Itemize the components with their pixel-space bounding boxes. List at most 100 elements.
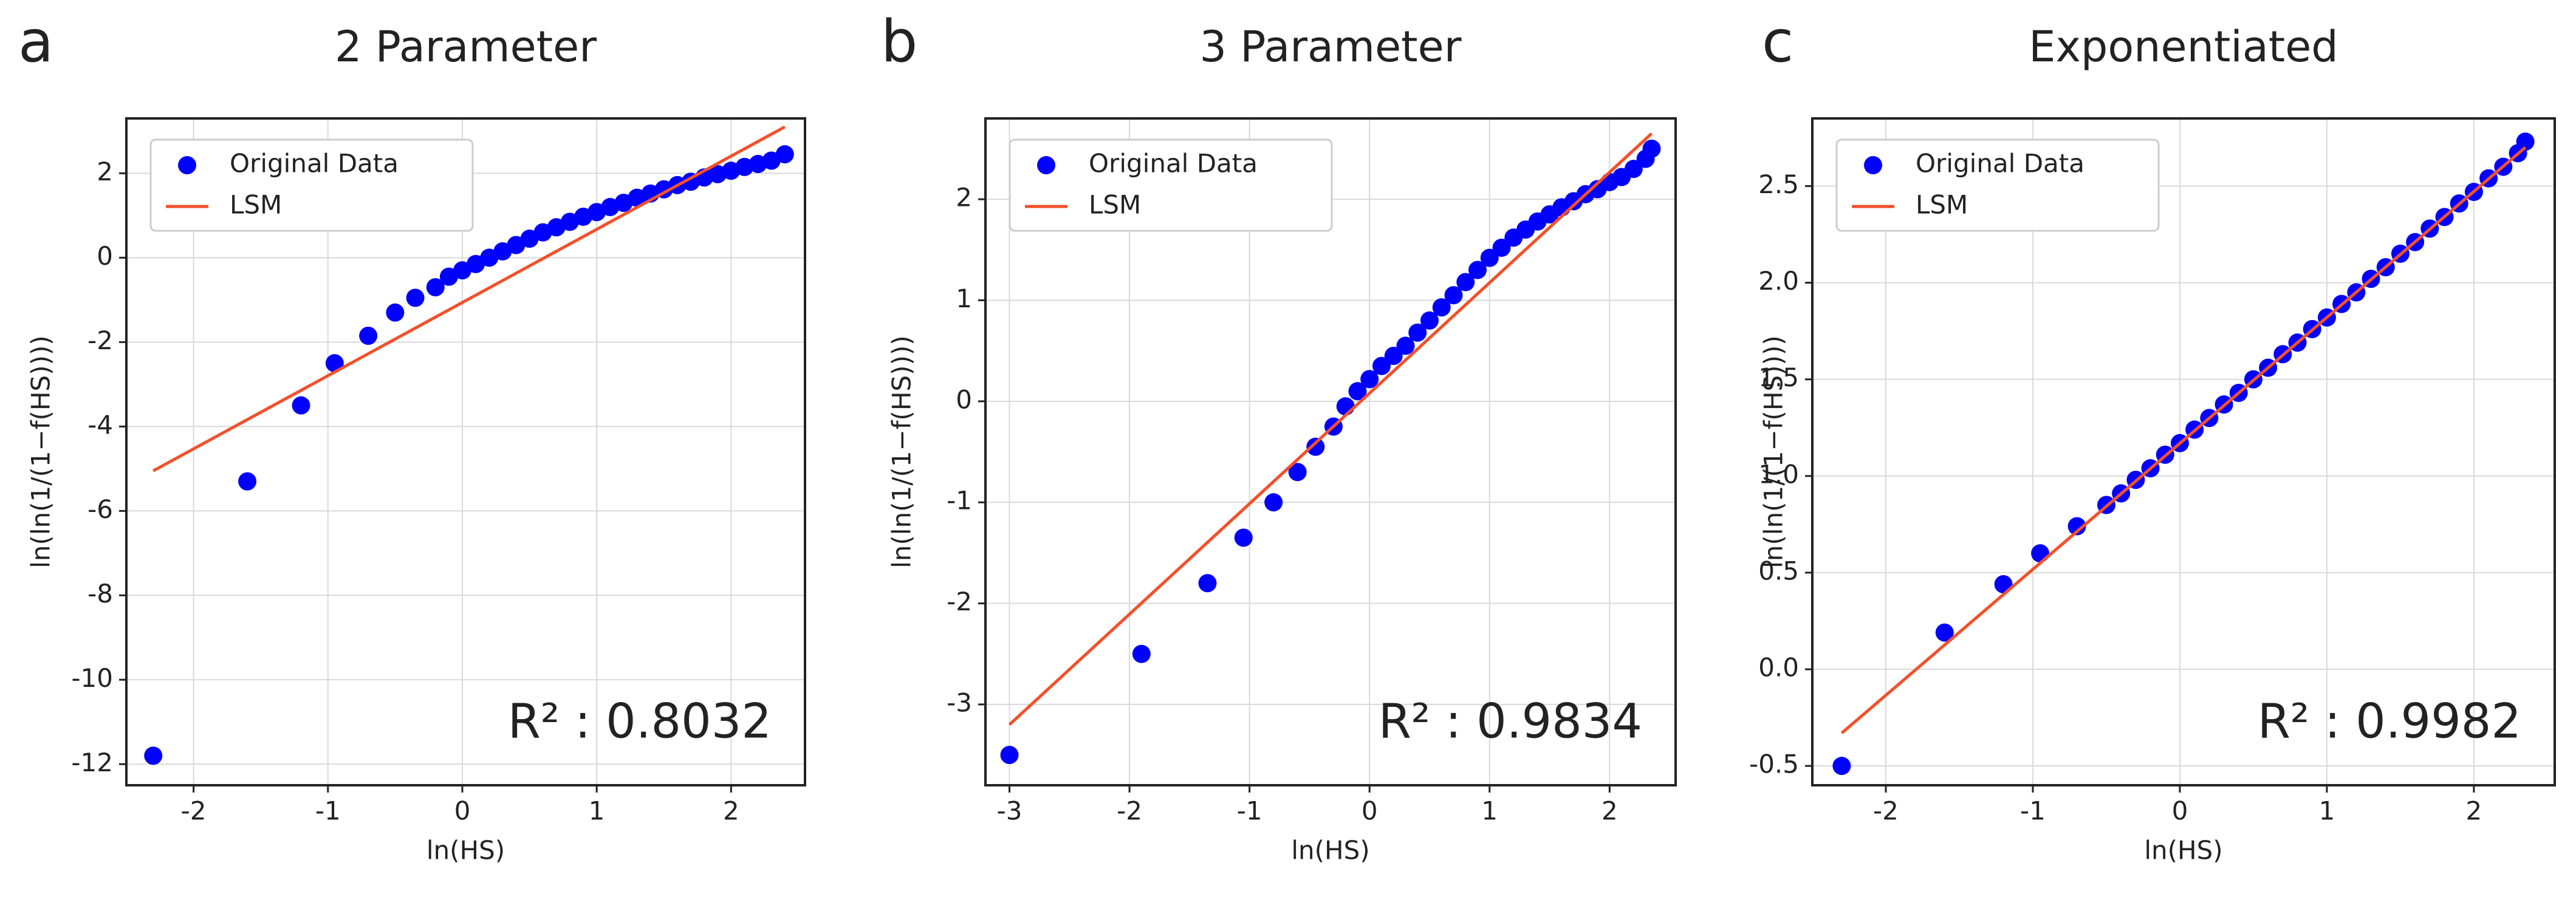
y-tick-label: 0.5 [1758,556,1799,585]
y-tick-label: -0.5 [1749,749,1799,779]
x-axis-label: ln(HS) [1291,836,1369,865]
x-tick-label: -2 [1117,796,1142,826]
data-point [1432,298,1451,317]
data-point [1198,574,1217,593]
x-tick-label: 1 [2319,796,2335,826]
x-tick-label: 2 [2466,796,2482,826]
panel-title: 3 Parameter [1200,22,1462,72]
y-tick-label: -2 [947,587,972,616]
legend-box [1009,138,1333,232]
fit-line [1008,132,1653,726]
panel-title: 2 Parameter [335,22,597,72]
panel-label: c [1762,9,1793,75]
data-point [1372,356,1391,375]
r-squared: R² : 0.8032 [508,694,772,749]
data-point [325,354,344,373]
legend-marker [178,156,196,174]
x-tick-label: -2 [1873,796,1899,826]
y-tick-label: -4 [87,410,113,440]
x-axis-label: ln(HS) [2144,836,2222,865]
r-squared: R² : 0.9982 [2258,694,2521,749]
r-squared: R² : 0.9834 [1379,694,1642,749]
data-point [1348,382,1367,401]
x-tick-label: 0 [1362,796,1378,826]
data-point [1336,397,1355,416]
x-tick-label: -1 [1237,796,1262,826]
data-point [426,278,445,296]
y-tick-label: -8 [87,579,113,609]
y-tick-label: 1.5 [1758,363,1799,392]
legend-label: Original Data [1089,149,1258,179]
x-tick-label: 1 [589,796,605,826]
data-point [292,396,310,415]
y-tick-label: 2.0 [1758,266,1799,296]
y-tick-label: 2 [956,183,972,213]
y-tick-label: 0 [97,241,113,271]
data-point [144,746,163,765]
x-tick-label: 2 [1601,796,1618,826]
data-point [1832,757,1851,776]
data-point [2516,132,2535,151]
data-point [1624,160,1643,179]
plot-frame [125,117,806,786]
data-point [238,472,257,491]
y-tick-label: -1 [947,486,972,516]
y-tick-label: 2.5 [1758,169,1799,199]
y-tick-label: 0 [956,384,972,414]
y-tick-label: 1.0 [1758,459,1799,489]
data-point [1420,311,1439,330]
data-point [1306,437,1325,456]
y-tick-label: -2 [87,326,113,355]
data-point [1444,286,1463,305]
data-point [1480,248,1499,267]
data-point [775,145,794,164]
panel-label: a [18,9,53,75]
data-point [1408,323,1427,342]
data-point [1935,623,1954,642]
plot-frame [984,117,1677,786]
data-point [1396,336,1415,355]
y-tick-label: 0.0 [1758,653,1799,683]
legend-label: LSM [230,190,282,220]
y-tick-label: -6 [87,494,113,524]
x-tick-label: -1 [315,796,341,826]
data-point [2031,544,2050,563]
data-point [1642,139,1661,158]
x-tick-label: 2 [723,796,739,826]
data-point [1492,238,1511,257]
y-tick-label: -12 [71,748,113,777]
x-tick-label: 1 [1481,796,1498,826]
data-point [386,303,405,322]
y-axis-label: ln(ln(1/(1−f(HS)))) [887,335,917,568]
data-point [1456,273,1475,292]
fit-line [1840,146,2527,734]
y-tick-label: -3 [947,687,972,717]
x-tick-label: -3 [997,796,1023,826]
data-point [359,326,378,345]
panel: b 3 Parameter -3 -2 -1 0 1 2 -3 -2 -1 0 1 2 Original D… [881,9,1677,865]
x-tick-label: -1 [2020,796,2046,826]
data-point [1132,644,1151,663]
legend-box [1835,138,2160,232]
plot-frame [1811,117,2556,786]
y-tick-label: 1 [956,284,972,313]
legend-label: LSM [1089,190,1141,220]
data-point [406,288,425,307]
x-tick-label: 0 [2172,796,2188,826]
y-axis-label: ln(ln(1/(1−f(HS)))) [26,335,56,568]
panel-label: b [881,9,917,75]
legend-label: Original Data [230,149,399,179]
data-point [1264,493,1283,512]
y-tick-label: 2 [97,157,113,186]
data-point [2067,517,2086,536]
data-point [1234,528,1253,547]
panel: c Exponentiated -2 -1 0 1 2 -0.5 0.0 0.5 1.0 1.5 2.0… [1749,9,2556,865]
legend-box [149,138,474,232]
legend-label: Original Data [1916,149,2084,179]
y-axis-label: ln(ln(1/(1−f(HS)))) [1759,335,1789,568]
data-point [1360,370,1379,389]
x-axis-label: ln(HS) [426,836,505,865]
x-tick-label: 0 [454,796,471,826]
